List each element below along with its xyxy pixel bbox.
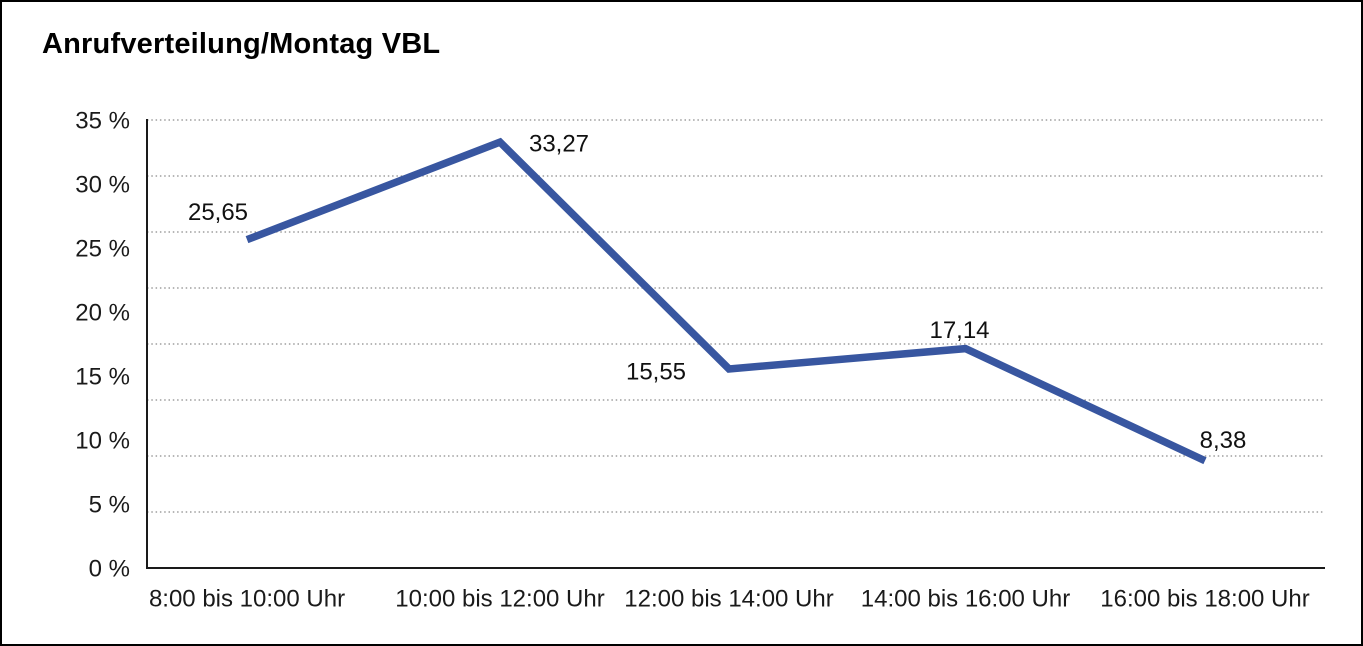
data-point-label: 25,65 — [188, 199, 248, 226]
x-category-label: 10:00 bis 12:00 Uhr — [395, 586, 604, 613]
y-tick-label: 15 % — [75, 364, 130, 391]
y-tick-label: 10 % — [75, 428, 130, 455]
x-category-label: 14:00 bis 16:00 Uhr — [861, 586, 1070, 613]
x-category-label: 12:00 bis 14:00 Uhr — [624, 586, 833, 613]
data-point-label: 17,14 — [929, 317, 989, 344]
x-category-label: 8:00 bis 10:00 Uhr — [149, 586, 345, 613]
data-point-label: 15,55 — [626, 358, 686, 385]
x-category-label: 16:00 bis 18:00 Uhr — [1100, 586, 1309, 613]
chart-title: Anrufverteilung/Montag VBL — [42, 28, 441, 60]
y-tick-label: 0 % — [89, 556, 130, 583]
y-tick-label: 25 % — [75, 236, 130, 263]
y-tick-label: 20 % — [75, 300, 130, 327]
y-tick-label: 5 % — [89, 492, 130, 519]
y-tick-label: 35 % — [75, 108, 130, 135]
data-point-label: 8,38 — [1200, 427, 1247, 454]
series-line — [245, 137, 1207, 465]
y-tick-label: 30 % — [75, 172, 130, 199]
data-point-label: 33,27 — [529, 131, 589, 158]
